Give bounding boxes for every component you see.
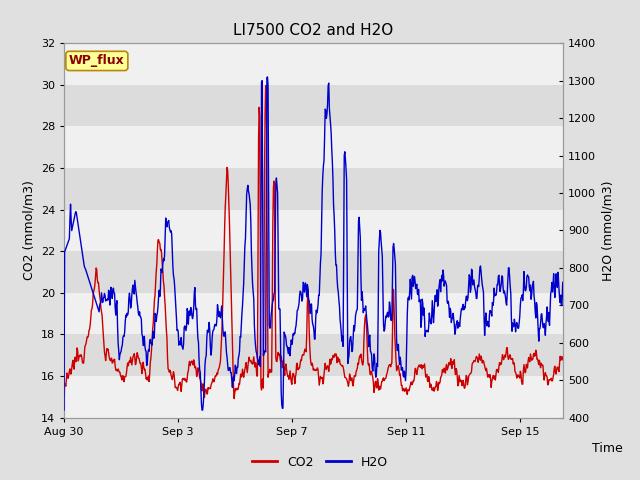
Bar [64, 210, 563, 251]
Y-axis label: H2O (mmol/m3): H2O (mmol/m3) [602, 180, 615, 281]
Title: LI7500 CO2 and H2O: LI7500 CO2 and H2O [234, 23, 394, 38]
Bar [64, 376, 563, 418]
Bar [64, 85, 563, 126]
Bar [64, 335, 563, 376]
Bar [64, 168, 563, 210]
Text: WP_flux: WP_flux [69, 54, 125, 67]
Bar [64, 126, 563, 168]
Bar [64, 43, 563, 85]
Bar [64, 251, 563, 293]
X-axis label: Time: Time [593, 442, 623, 455]
Legend: CO2, H2O: CO2, H2O [247, 451, 393, 474]
Bar [64, 293, 563, 335]
Y-axis label: CO2 (mmol/m3): CO2 (mmol/m3) [22, 180, 35, 280]
